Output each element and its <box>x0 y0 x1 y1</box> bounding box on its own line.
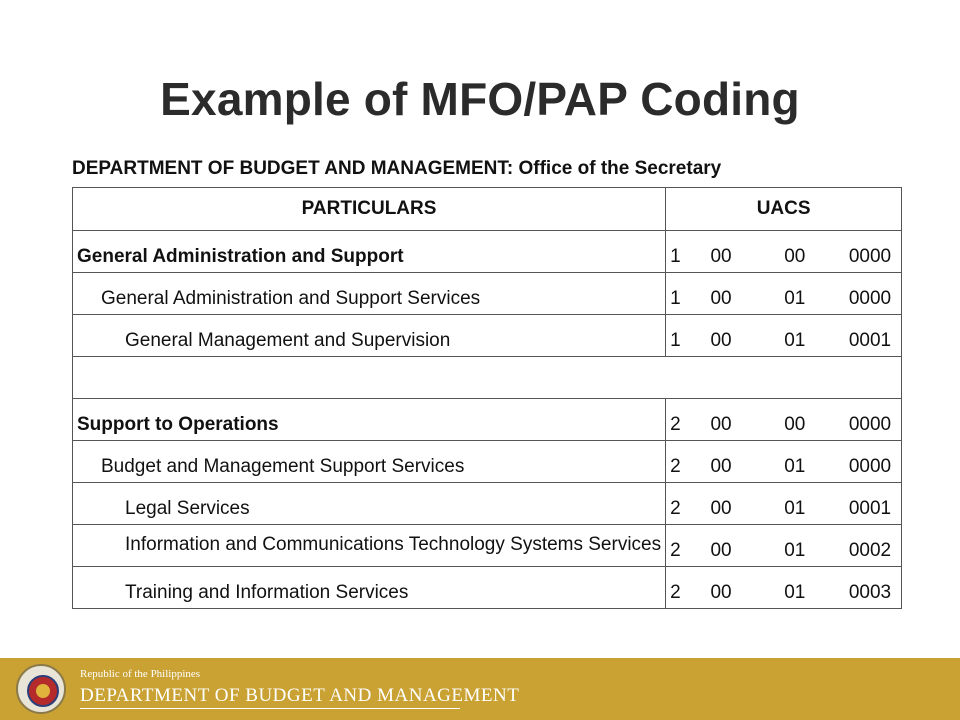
footer-department-text: DEPARTMENT OF BUDGET AND MANAGEMENT <box>80 685 520 706</box>
table-header-row: PARTICULARS UACS <box>71 187 903 231</box>
row-uacs: 1 00 01 0001 <box>665 314 903 357</box>
table-row: Information and Communications Technolog… <box>71 524 903 567</box>
row-particulars: Training and Information Services <box>71 566 667 609</box>
header-uacs: UACS <box>665 187 903 231</box>
table-blank-row <box>71 356 903 399</box>
row-uacs: 1 00 00 0000 <box>665 230 903 273</box>
blank-cell <box>71 356 903 399</box>
page-title: Example of MFO/PAP Coding <box>160 73 800 125</box>
row-uacs: 1 00 01 0000 <box>665 272 903 315</box>
row-particulars: Budget and Management Support Services <box>71 440 667 483</box>
footer-republic-text: Republic of the Philippines <box>80 668 201 680</box>
row-uacs: 2 00 01 0001 <box>665 482 903 525</box>
table-row: Budget and Management Support Services 2… <box>71 440 903 483</box>
row-uacs: 2 00 01 0000 <box>665 440 903 483</box>
table-row: Legal Services 2 00 01 0001 <box>71 482 903 525</box>
header-particulars: PARTICULARS <box>71 187 667 231</box>
row-particulars: Support to Operations <box>71 398 667 441</box>
row-particulars: Legal Services <box>71 482 667 525</box>
table-row: Training and Information Services 2 00 01 0… <box>71 566 903 609</box>
table-row: General Management and Supervision 1 00 01… <box>71 314 903 357</box>
row-uacs: 2 00 00 0000 <box>665 398 903 441</box>
row-particulars: Information and Communications Technolog… <box>71 524 667 567</box>
row-particulars: General Administration and Support <box>71 230 667 273</box>
row-uacs: 2 00 01 0003 <box>665 566 903 609</box>
row-particulars: General Administration and Support Servi… <box>71 272 667 315</box>
table-row: General Administration and Support 1 00 00… <box>71 230 903 273</box>
footer-bar: Republic of the Philippines DEPARTMENT O… <box>0 658 960 720</box>
row-uacs: 2 00 01 0002 <box>665 524 903 567</box>
row-particulars: General Management and Supervision <box>71 314 667 357</box>
table-subheading: DEPARTMENT OF BUDGET AND MANAGEMENT: Off… <box>72 158 722 179</box>
dbm-seal-icon <box>16 664 66 714</box>
footer-divider <box>80 708 460 709</box>
table-row: Support to Operations 2 00 00 0000 <box>71 398 903 441</box>
table-row: General Administration and Support Servi… <box>71 272 903 315</box>
uacs-table: PARTICULARS UACS General Administration … <box>71 187 903 609</box>
